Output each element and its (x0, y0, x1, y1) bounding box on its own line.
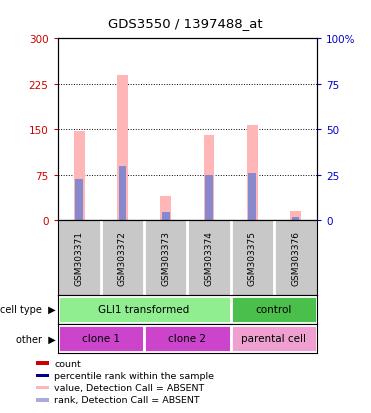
Bar (119, 166, 126, 221)
Text: percentile rank within the sample: percentile rank within the sample (55, 371, 214, 380)
Text: GSM303375: GSM303375 (248, 231, 257, 285)
Bar (36, 398, 49, 401)
Bar (231, 297, 317, 323)
Bar (162, 212, 170, 221)
Text: GLI1 transformed: GLI1 transformed (98, 305, 190, 315)
Bar (249, 173, 256, 221)
Bar (204, 136, 214, 221)
Bar (205, 176, 213, 221)
Text: GSM303376: GSM303376 (291, 231, 300, 285)
Text: GSM303374: GSM303374 (204, 231, 213, 285)
Text: value, Detection Call = ABSENT: value, Detection Call = ABSENT (55, 383, 205, 392)
Text: rank, Detection Call = ABSENT: rank, Detection Call = ABSENT (55, 396, 200, 404)
Bar (36, 361, 49, 365)
Bar (58, 325, 144, 352)
Text: GSM303373: GSM303373 (161, 231, 170, 285)
Bar (75, 180, 83, 221)
Bar (292, 217, 299, 221)
Bar (160, 197, 171, 221)
Bar (247, 125, 258, 221)
Text: control: control (256, 305, 292, 315)
Text: count: count (55, 358, 81, 368)
Bar (36, 374, 49, 377)
Text: GSM303371: GSM303371 (75, 231, 83, 285)
Bar (36, 386, 49, 389)
Bar (231, 325, 317, 352)
Text: cell type  ▶: cell type ▶ (0, 305, 56, 315)
Text: GSM303372: GSM303372 (118, 231, 127, 285)
Text: parental cell: parental cell (242, 334, 306, 344)
Bar (117, 76, 128, 221)
Text: other  ▶: other ▶ (16, 334, 56, 344)
Bar (74, 131, 85, 221)
Bar (290, 212, 301, 221)
Bar (58, 297, 231, 323)
Text: clone 2: clone 2 (168, 334, 206, 344)
Text: clone 1: clone 1 (82, 334, 120, 344)
Bar (144, 325, 231, 352)
Text: GDS3550 / 1397488_at: GDS3550 / 1397488_at (108, 17, 263, 29)
